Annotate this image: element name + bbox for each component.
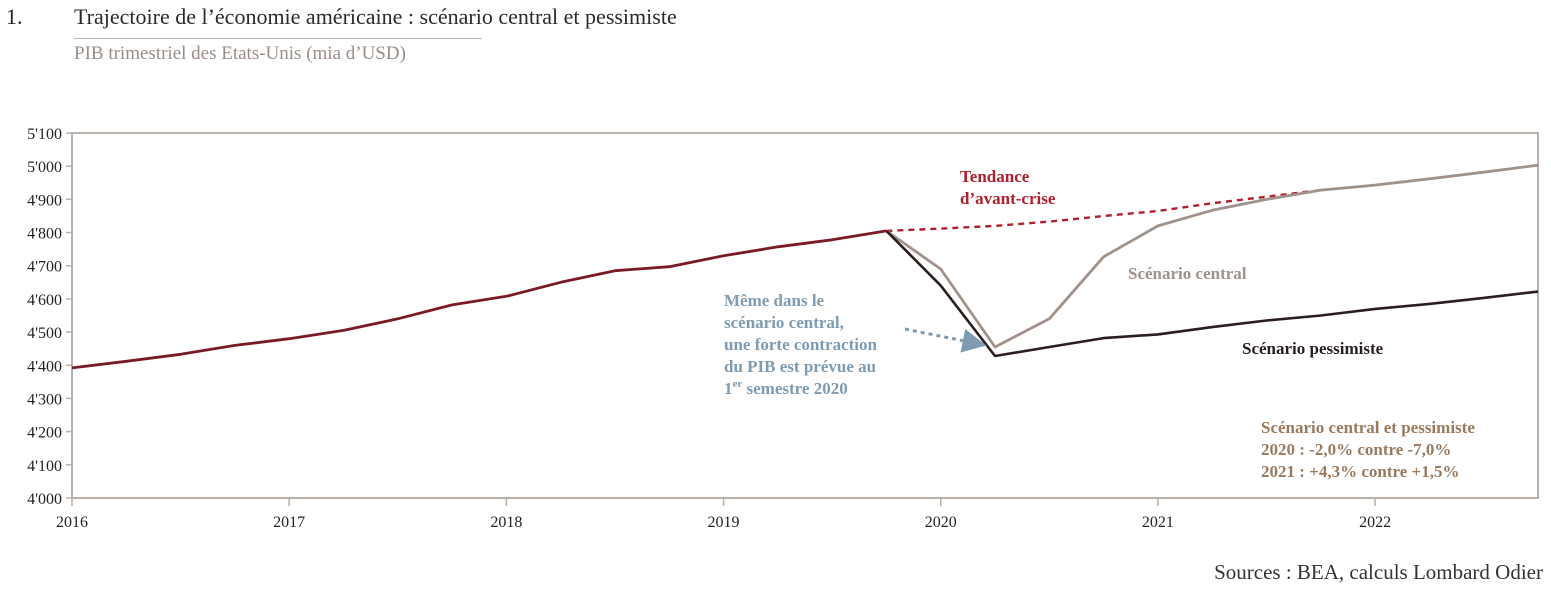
y-tick-label: 5'100 xyxy=(27,126,62,143)
scenario-box-2021: 2021 : +4,3% contre +1,5% xyxy=(1261,462,1459,481)
callout-line-3: une forte contraction xyxy=(724,335,878,354)
callout-line-1: Même dans le xyxy=(724,291,825,310)
callout-line-5: 1er semestre 2020 xyxy=(724,378,848,398)
y-tick-label: 4'600 xyxy=(27,292,62,309)
trend-label-line2: d’avant-crise xyxy=(960,189,1056,208)
series-line-trend xyxy=(886,188,1321,233)
y-tick-label: 4'400 xyxy=(27,358,62,375)
series-line-pessimistic xyxy=(885,229,1539,358)
y-tick-label: 4'300 xyxy=(27,391,62,408)
y-tick-label: 4'800 xyxy=(27,226,62,243)
y-tick-label: 4'900 xyxy=(27,192,62,209)
x-tick-label: 2016 xyxy=(56,514,88,531)
x-tick-label: 2022 xyxy=(1359,514,1391,531)
callout-line-4: du PIB est prévue au xyxy=(724,357,876,376)
y-tick-label: 4'000 xyxy=(27,491,62,508)
scenario-box-title: Scénario central et pessimiste xyxy=(1261,418,1475,437)
x-tick-label: 2020 xyxy=(925,514,957,531)
figure-title: Trajectoire de l’économie américaine : s… xyxy=(74,4,677,29)
plot-frame xyxy=(71,132,1539,499)
y-tick-label: 5'000 xyxy=(27,159,62,176)
pessimistic-scenario-label: Scénario pessimiste xyxy=(1242,339,1384,358)
callout-line-2: scénario central, xyxy=(724,313,844,332)
central-scenario-label: Scénario central xyxy=(1128,264,1247,283)
series-line-historical xyxy=(71,229,887,370)
callout-superscript: er xyxy=(733,378,743,390)
x-tick-label: 2021 xyxy=(1142,514,1174,531)
y-tick-label: 4'500 xyxy=(27,325,62,342)
figure-subtitle: PIB trimestriel des Etats-Unis (mia d’US… xyxy=(74,43,406,64)
x-tick-label: 2019 xyxy=(708,514,740,531)
title-divider xyxy=(74,38,482,39)
series-line-central xyxy=(885,163,1539,349)
trend-label-line1: Tendance xyxy=(960,167,1030,186)
y-tick-label: 4'200 xyxy=(27,425,62,442)
callout-ordinal: 1 xyxy=(724,379,733,398)
x-tick-label: 2017 xyxy=(273,514,305,531)
scenario-box-2020: 2020 : -2,0% contre -7,0% xyxy=(1261,440,1451,459)
source-note: Sources : BEA, calculs Lombard Odier xyxy=(1214,560,1543,584)
callout-arrow-icon xyxy=(904,327,987,353)
x-tick-label: 2018 xyxy=(490,514,522,531)
y-tick-label: 4'100 xyxy=(27,458,62,475)
figure-number: 1. xyxy=(6,4,23,29)
callout-semester: semestre 2020 xyxy=(742,379,847,398)
y-tick-label: 4'700 xyxy=(27,259,62,276)
